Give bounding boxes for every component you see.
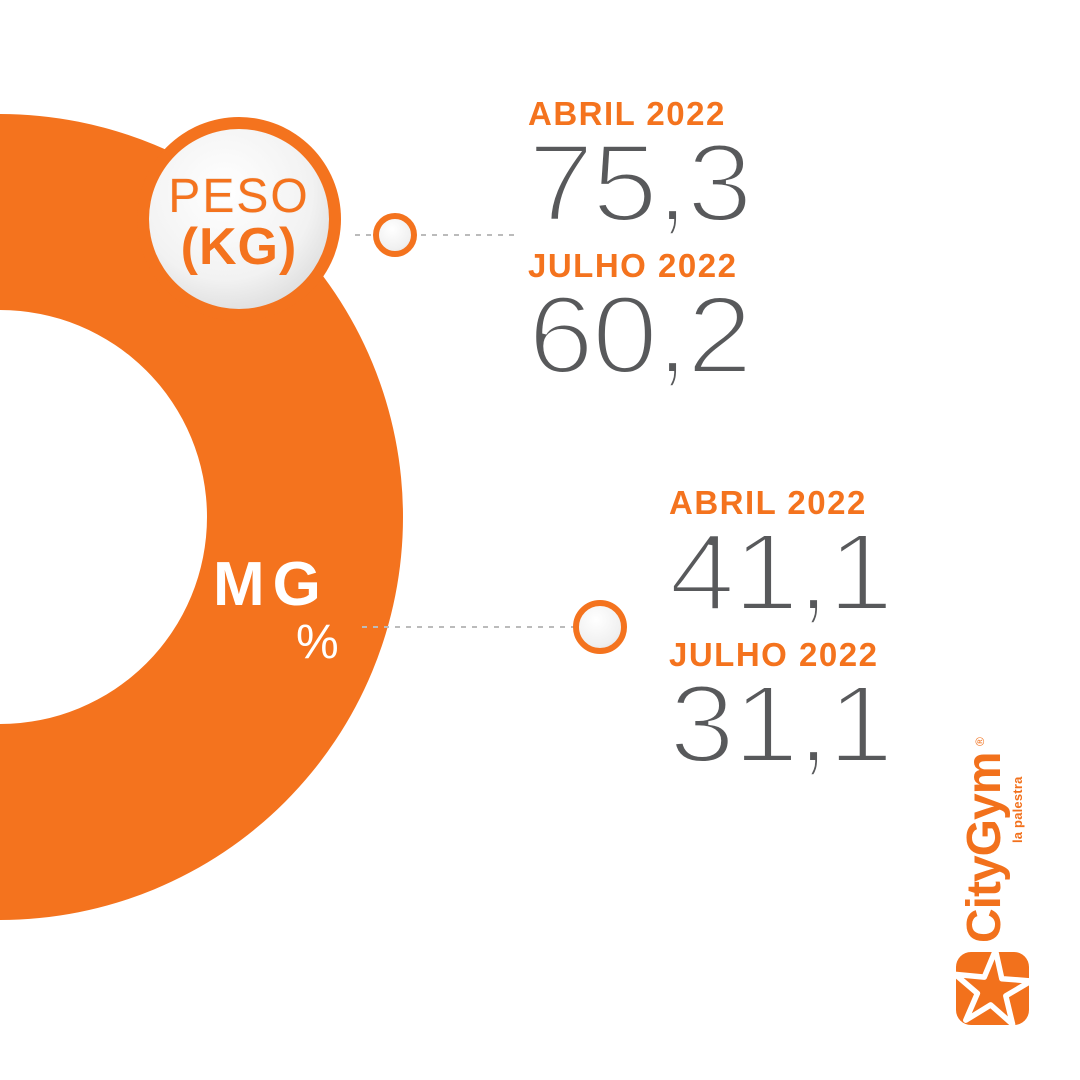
svg-text:%: % xyxy=(296,616,339,669)
svg-text:PESO: PESO xyxy=(168,170,309,223)
svg-text:(KG): (KG) xyxy=(181,218,298,276)
